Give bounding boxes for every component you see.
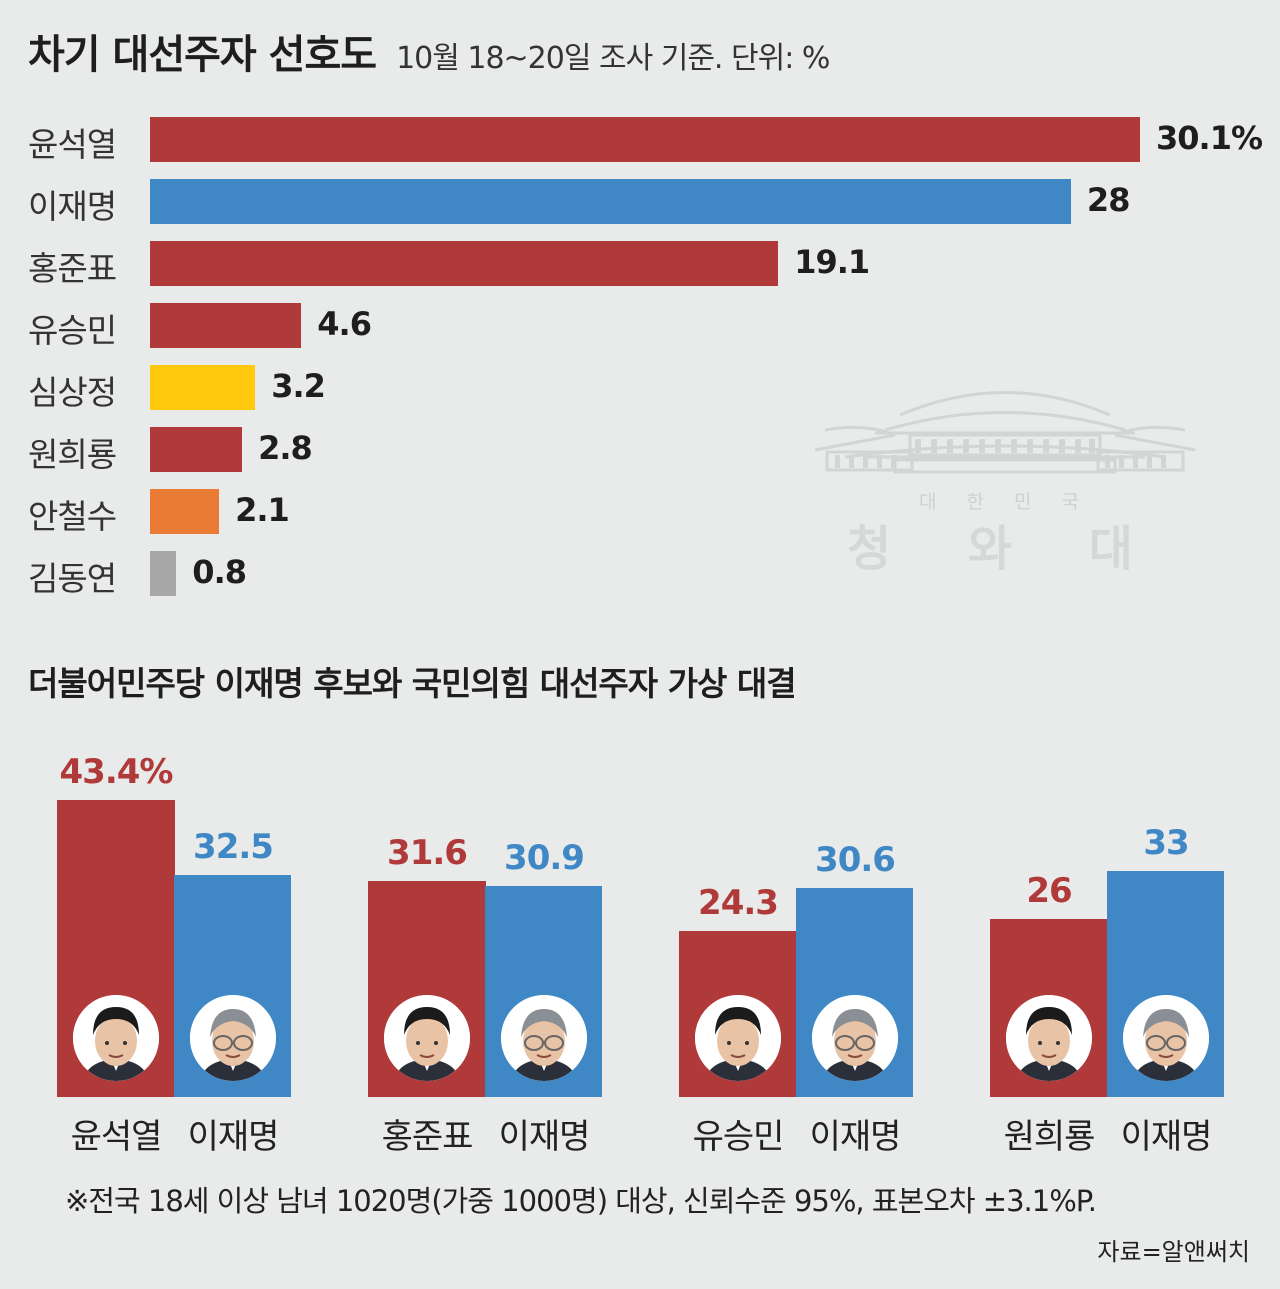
bar xyxy=(150,241,779,286)
matchup-candidate-name: 윤석열 xyxy=(70,1117,163,1157)
bar-value-label: 30.1% xyxy=(1156,119,1263,157)
candidate-avatar xyxy=(812,995,898,1081)
survey-footnote: ※전국 18세 이상 남녀 1020명(가중 1000명) 대상, 신뢰수준 9… xyxy=(65,1184,1097,1218)
bar xyxy=(150,179,1071,224)
candidate-avatar xyxy=(1006,995,1092,1081)
matchup-candidate-name: 이재명 xyxy=(809,1117,902,1157)
candidate-avatar xyxy=(73,995,159,1081)
matchup-value-label: 32.5 xyxy=(193,826,274,867)
watermark-large-text: 청 와 대 xyxy=(847,521,1163,577)
bar xyxy=(150,117,1140,162)
bar xyxy=(150,303,302,348)
bar-value-label: 28 xyxy=(1086,181,1131,219)
blue-house-watermark: 대 한 민 국 청 와 대 xyxy=(805,375,1205,595)
candidate-avatar xyxy=(1123,995,1209,1081)
bar-value-label: 19.1 xyxy=(794,243,870,281)
matchup-candidate-name: 유승민 xyxy=(692,1117,785,1157)
bar-label: 김동연 xyxy=(28,559,117,598)
matchup-value-label: 30.6 xyxy=(815,839,896,880)
matchup-candidate-name: 이재명 xyxy=(187,1117,280,1157)
chart-title: 차기 대선주자 선호도 xyxy=(28,32,377,78)
matchup-candidate-name: 이재명 xyxy=(498,1117,591,1157)
bar-label: 원희룡 xyxy=(28,435,117,474)
bar xyxy=(150,489,220,534)
bar-value-label: 2.1 xyxy=(235,491,290,529)
bar-label: 홍준표 xyxy=(28,249,117,288)
matchup-value-label: 26 xyxy=(1026,871,1072,912)
bar xyxy=(150,365,256,410)
candidate-avatar xyxy=(695,995,781,1081)
matchup-value-label: 24.3 xyxy=(698,882,779,923)
bar-label: 윤석열 xyxy=(28,125,117,164)
source-credit: 자료=알앤써치 xyxy=(1097,1238,1250,1266)
bar-label: 안철수 xyxy=(28,497,117,536)
bar xyxy=(150,551,177,596)
matchup-title: 더불어민주당 이재명 후보와 국민의힘 대선주자 가상 대결 xyxy=(28,664,797,703)
bar-label: 이재명 xyxy=(28,187,117,226)
preference-bar-chart: 윤석열 30.1% 이재명 28 홍준표 19.1 유승민 4.6 심상정 3.2 원희룡 2.8 안철… xyxy=(0,105,1280,605)
matchup-value-label: 43.4% xyxy=(59,752,174,792)
matchup-candidate-name: 이재명 xyxy=(1120,1117,1213,1157)
matchup-value-label: 33 xyxy=(1143,823,1189,864)
blue-house-roof-icon: 대 한 민 국 청 와 대 xyxy=(814,391,1196,577)
bar-value-label: 3.2 xyxy=(271,367,326,405)
candidate-avatar xyxy=(190,995,276,1081)
matchup-bar-chart: 43.4% 윤석열 32.5 이재명 31.6 홍준표 30.9 이재명 24.3 유승민 30.6… xyxy=(0,720,1280,1160)
matchup-value-label: 31.6 xyxy=(387,832,468,873)
matchup-candidate-name: 원희룡 xyxy=(1003,1117,1096,1157)
bar xyxy=(150,427,243,472)
chart-title-row: 차기 대선주자 선호도 10월 18~20일 조사 기준. 단위: % xyxy=(28,22,830,82)
bar-value-label: 0.8 xyxy=(192,553,247,591)
watermark-small-text: 대 한 민 국 xyxy=(919,491,1091,513)
bar-label: 유승민 xyxy=(28,311,117,350)
matchup-value-label: 30.9 xyxy=(504,837,585,878)
matchup-candidate-name: 홍준표 xyxy=(381,1117,474,1157)
bar-value-label: 4.6 xyxy=(317,305,372,343)
bar-label: 심상정 xyxy=(28,373,117,412)
bar-value-label: 2.8 xyxy=(258,429,313,467)
chart-subtitle: 10월 18~20일 조사 기준. 단위: % xyxy=(396,41,830,76)
candidate-avatar xyxy=(501,995,587,1081)
candidate-avatar xyxy=(384,995,470,1081)
